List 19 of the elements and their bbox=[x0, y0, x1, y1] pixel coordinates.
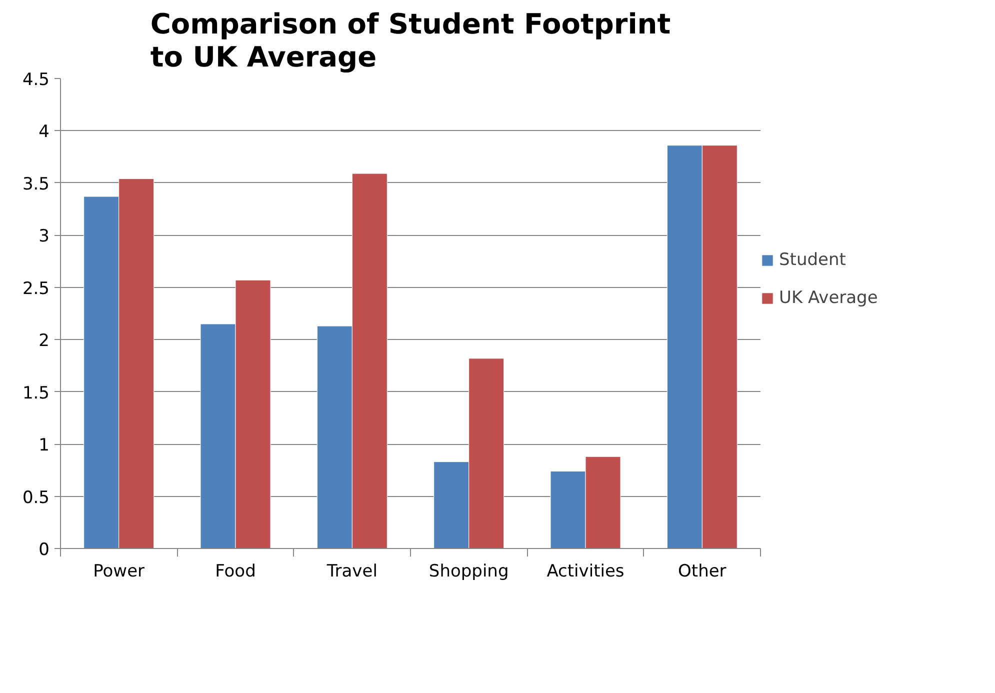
y-tick-label: 0 bbox=[38, 540, 50, 560]
x-tick-label: Shopping bbox=[428, 562, 509, 582]
legend-label: Student bbox=[779, 250, 846, 270]
y-tick-label: 2 bbox=[38, 331, 50, 352]
y-tick-label: 3.5 bbox=[22, 174, 50, 194]
x-tick-label: Power bbox=[93, 562, 145, 582]
y-tick-label: 2.5 bbox=[22, 278, 50, 299]
y-tick-label: 4.5 bbox=[22, 70, 50, 90]
x-tick-label: Food bbox=[215, 562, 256, 582]
y-tick-label: 4 bbox=[38, 122, 50, 142]
y-tick-label: 1.5 bbox=[22, 383, 50, 404]
y-tick-label: 0.5 bbox=[22, 488, 50, 508]
y-tick-label: 1 bbox=[38, 436, 50, 456]
x-tick-label: Activities bbox=[546, 562, 624, 582]
x-tick-label: Travel bbox=[326, 562, 378, 582]
y-tick-label: 3 bbox=[38, 226, 50, 247]
legend-label: UK Average bbox=[779, 288, 878, 308]
chart-title: Comparison of Student Footprint to UK Average bbox=[150, 8, 671, 74]
x-tick-label: Other bbox=[678, 562, 726, 582]
